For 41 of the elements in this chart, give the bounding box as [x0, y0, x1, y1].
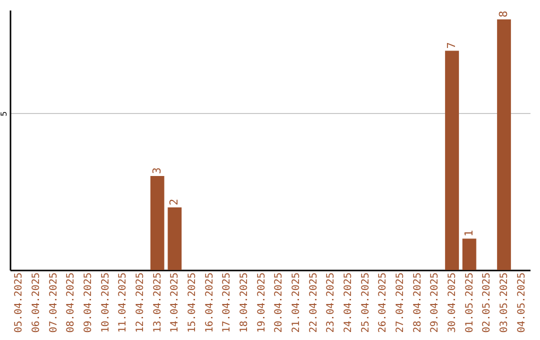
x-tick-label: 12.04.2025 [135, 272, 146, 333]
x-tick-label: 10.04.2025 [100, 272, 112, 333]
bar [497, 19, 511, 270]
bar [462, 238, 476, 270]
data-label: 7 [445, 42, 458, 49]
data-label: 3 [150, 167, 164, 174]
x-tick-label: 26.04.2025 [378, 272, 389, 333]
x-tick-label: 22.04.2025 [308, 272, 320, 333]
x-tick-label: 18.04.2025 [239, 272, 250, 333]
x-tick-label: 27.04.2025 [395, 272, 406, 333]
x-tick-label: 07.04.2025 [48, 272, 60, 333]
x-tick-label: 21.04.2025 [291, 272, 302, 333]
x-tick-label: 05.04.2025 [14, 272, 25, 333]
x-tick-label: 04.05.2025 [516, 272, 528, 333]
x-tick-label: 24.04.2025 [343, 272, 354, 333]
data-label: 2 [168, 198, 181, 206]
x-tick-label: 19.04.2025 [256, 272, 268, 333]
bar [168, 207, 182, 270]
data-label: 8 [497, 10, 510, 18]
x-tick-label: 16.04.2025 [204, 272, 216, 333]
x-tick-label: 11.04.2025 [118, 272, 129, 333]
x-tick-label: 02.05.2025 [482, 272, 493, 333]
x-tick-label: 14.04.2025 [170, 272, 181, 333]
x-tick-label: 20.04.2025 [274, 272, 285, 333]
x-tick-label: 01.05.2025 [464, 272, 476, 333]
x-tick-label: 25.04.2025 [360, 272, 372, 333]
x-tick-label: 28.04.2025 [412, 272, 424, 333]
x-tick-label: 23.04.2025 [326, 272, 337, 333]
x-tick-label: 29.04.2025 [430, 272, 441, 333]
x-tick-label: 13.04.2025 [152, 272, 164, 333]
bar [150, 176, 164, 270]
x-tick-label: 03.05.2025 [499, 272, 510, 333]
y-tick-label: 5 [0, 111, 8, 116]
x-tick-label: 15.04.2025 [187, 272, 198, 333]
x-tick-label: 08.04.2025 [66, 272, 77, 333]
x-tick-label: 17.04.2025 [222, 272, 233, 333]
x-tick-label: 09.04.2025 [83, 272, 94, 333]
data-label: 1 [462, 230, 476, 237]
x-tick-label: 06.04.2025 [31, 272, 42, 333]
x-tick-label: 30.04.2025 [447, 272, 458, 333]
bar [445, 50, 459, 270]
